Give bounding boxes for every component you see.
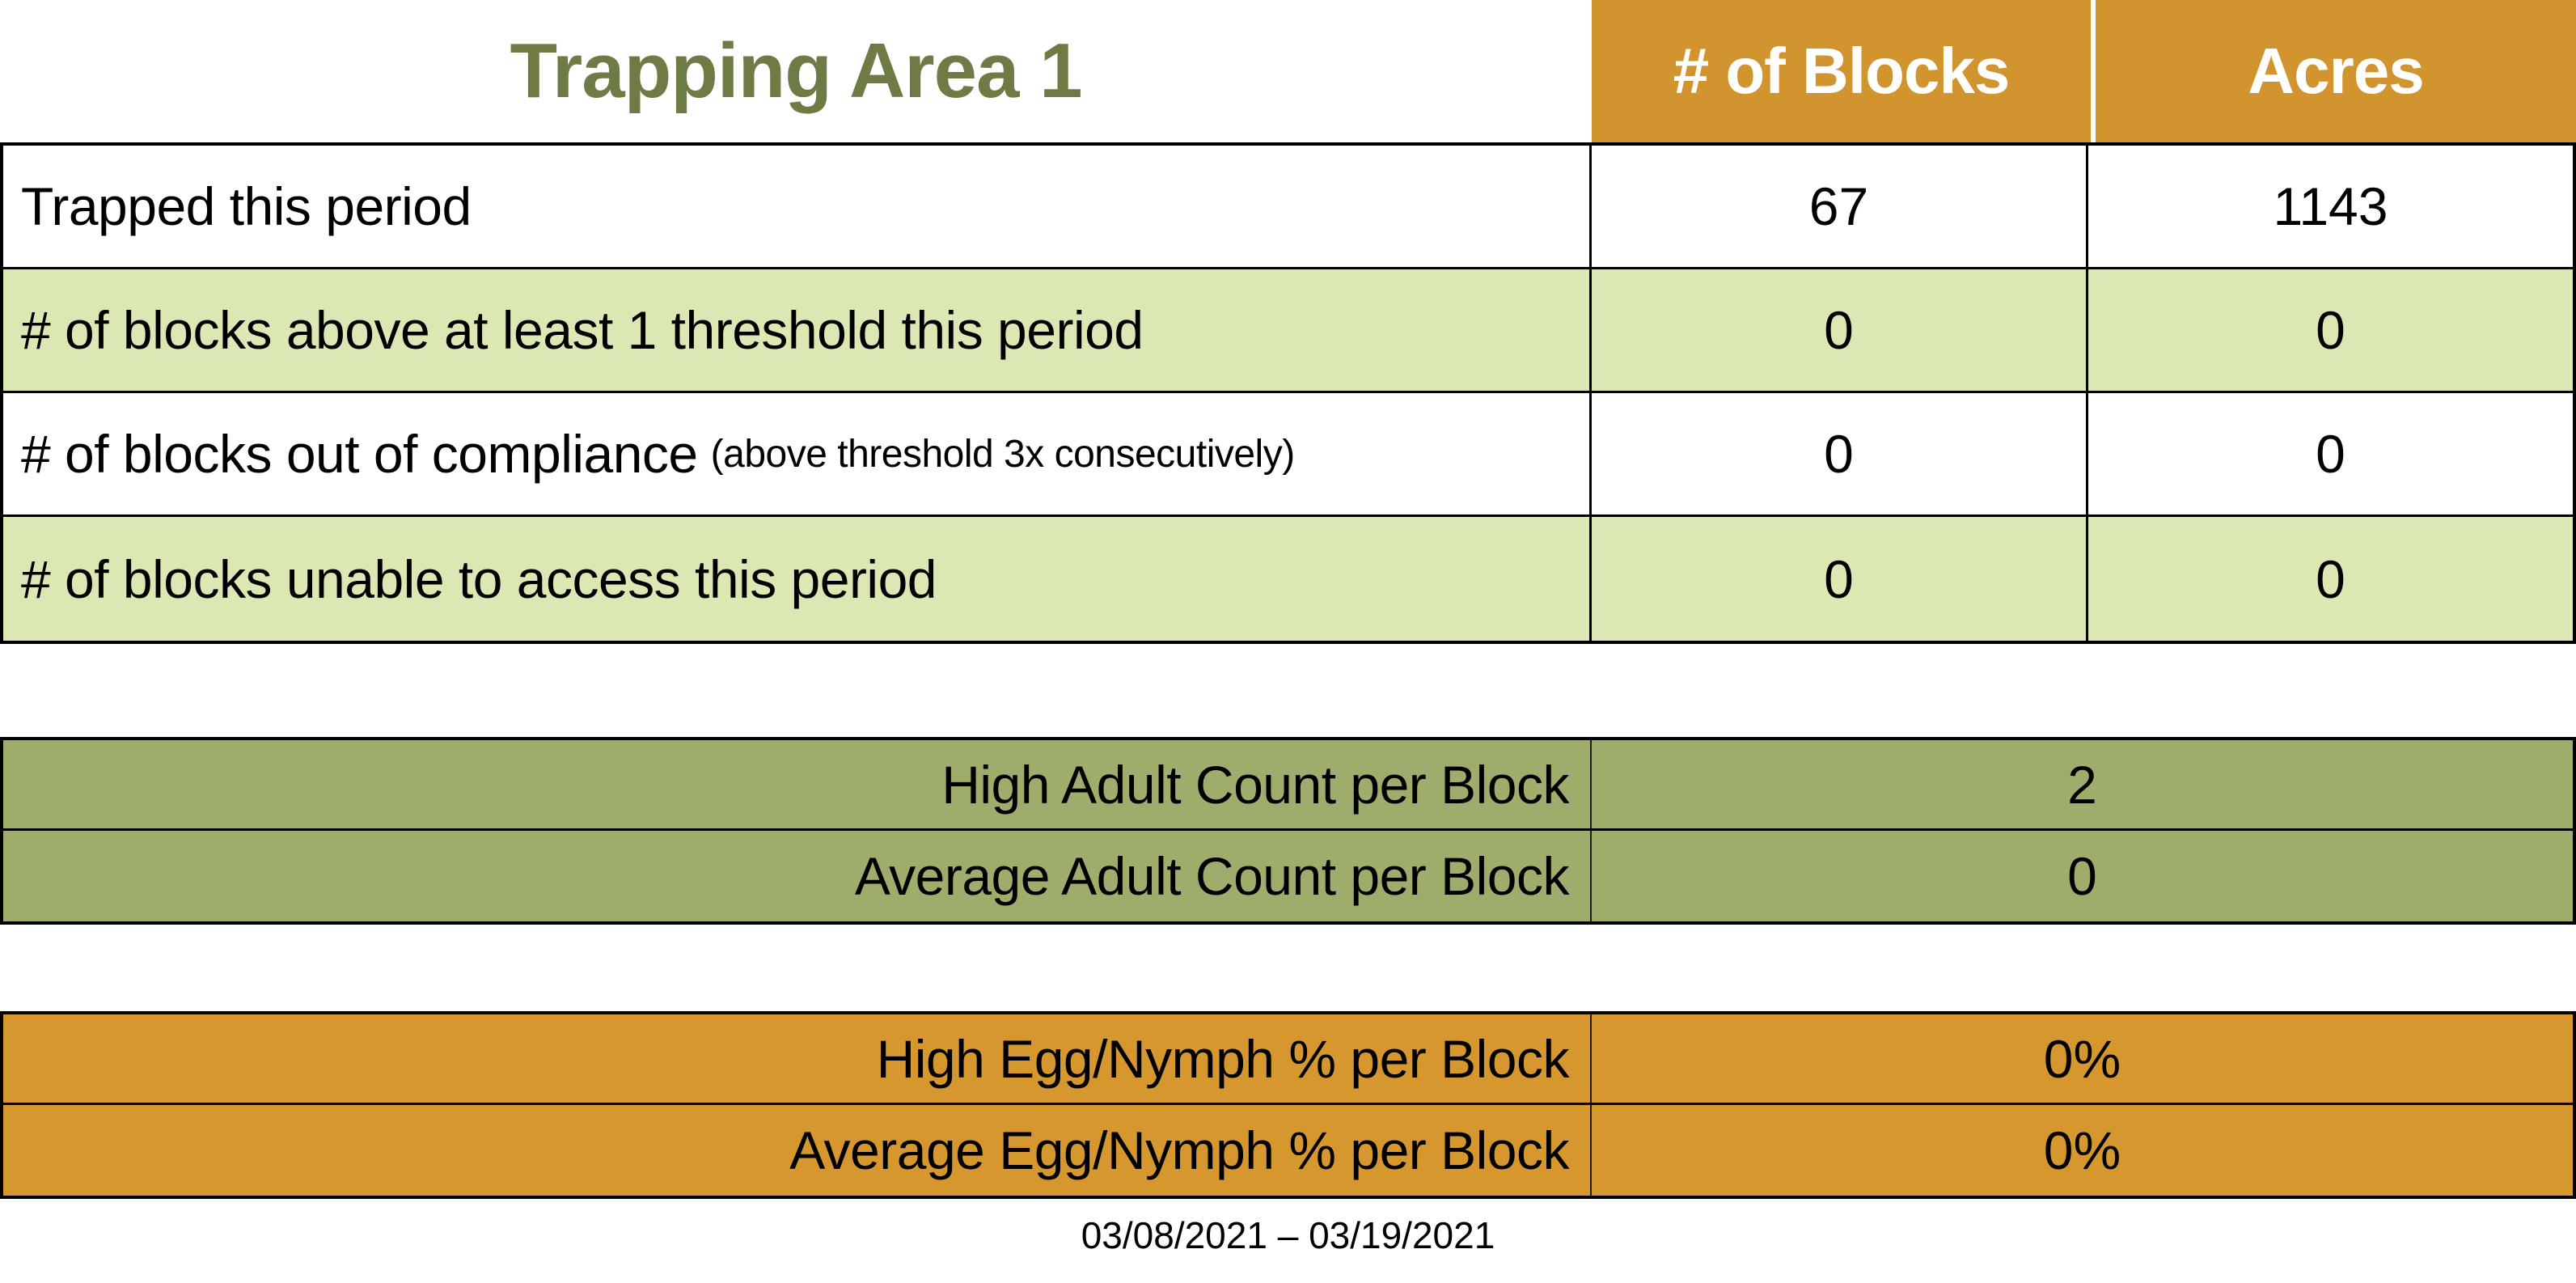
- table-row: # of blocks unable to access this period…: [3, 517, 2573, 641]
- row-label: # of blocks out of compliance (above thr…: [3, 393, 1592, 514]
- row-label: High Adult Count per Block: [3, 740, 1592, 828]
- page-title: Trapping Area 1: [510, 28, 1083, 114]
- blocks-value: 67: [1592, 146, 2088, 267]
- row-label-text: # of blocks unable to access this period: [21, 548, 937, 609]
- row-value: 2: [2067, 754, 2097, 815]
- column-header-acres: Acres: [2091, 0, 2576, 142]
- table-row: # of blocks above at least 1 threshold t…: [3, 269, 2573, 393]
- acres-value: 0: [2316, 548, 2345, 609]
- table-row: Trapped this period 67 1143: [3, 146, 2573, 269]
- table-row: High Adult Count per Block 2: [3, 740, 2573, 831]
- row-label: # of blocks above at least 1 threshold t…: [3, 269, 1592, 391]
- row-label-text: Trapped this period: [21, 176, 472, 236]
- table-row: # of blocks out of compliance (above thr…: [3, 393, 2573, 517]
- row-note: (above threshold 3x consecutively): [710, 432, 1296, 476]
- spacer: [0, 644, 2576, 737]
- row-label: Average Adult Count per Block: [3, 831, 1592, 921]
- acres-value: 1143: [2273, 176, 2388, 236]
- row-label-text: # of blocks out of compliance: [21, 424, 698, 484]
- spacer: [0, 925, 2576, 1011]
- row-value: 0%: [2043, 1028, 2121, 1089]
- egg-nymph-table: High Egg/Nymph % per Block 0% Average Eg…: [0, 1011, 2576, 1199]
- row-label-text: # of blocks above at least 1 threshold t…: [21, 300, 1144, 360]
- row-value: 0%: [2043, 1120, 2121, 1180]
- summary-table: Trapped this period 67 1143 # of blocks …: [0, 142, 2576, 644]
- adult-count-table: High Adult Count per Block 2 Average Adu…: [0, 737, 2576, 925]
- blocks-value: 0: [1592, 393, 2088, 514]
- acres-value: 0: [2316, 424, 2345, 484]
- table-row: Average Egg/Nymph % per Block 0%: [3, 1105, 2573, 1196]
- table-row: Average Adult Count per Block 0: [3, 831, 2573, 921]
- column-header-blocks: # of Blocks: [1592, 0, 2091, 142]
- summary-table-header: Trapping Area 1 # of Blocks Acres: [0, 0, 2576, 142]
- blocks-value: 0: [1592, 517, 2088, 641]
- row-label: Average Egg/Nymph % per Block: [3, 1105, 1592, 1196]
- row-value: 0: [2067, 846, 2097, 906]
- date-range: 03/08/2021 – 03/19/2021: [1081, 1213, 1495, 1256]
- acres-value: 0: [2316, 300, 2345, 360]
- blocks-value: 0: [1592, 269, 2088, 391]
- row-label: High Egg/Nymph % per Block: [3, 1014, 1592, 1103]
- title-cell: Trapping Area 1: [0, 0, 1592, 142]
- row-label: # of blocks unable to access this period: [3, 517, 1592, 641]
- table-row: High Egg/Nymph % per Block 0%: [3, 1014, 2573, 1105]
- row-label: Trapped this period: [3, 146, 1592, 267]
